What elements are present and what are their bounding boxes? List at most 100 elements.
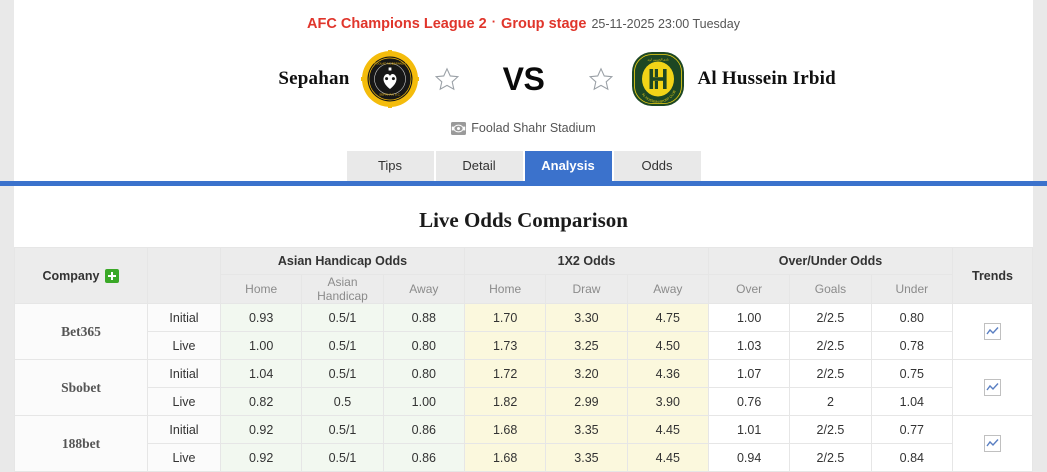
ah-handicap: 0.5/1	[301, 359, 384, 388]
x12-draw: 3.35	[545, 443, 628, 472]
line-chart-icon[interactable]	[984, 379, 1001, 396]
over-under-group-header: Over/Under Odds	[707, 247, 954, 275]
svg-text:FOOLAD MOBARAKEH: FOOLAD MOBARAKEH	[374, 62, 405, 66]
stadium-icon	[451, 121, 467, 135]
table-row: Live 0.92 0.5/1 0.86 1.68 3.35 4.45 0.94…	[15, 443, 1033, 472]
ah-home-subheader: Home	[219, 274, 303, 304]
add-company-plus-icon[interactable]	[105, 268, 120, 283]
tab-tips[interactable]: Tips	[346, 151, 434, 181]
match-datetime: 25-11-2025 23:00 Tuesday	[591, 17, 740, 31]
x12-away-subheader: Away	[626, 274, 709, 304]
home-team-name[interactable]: Sepahan	[278, 68, 350, 89]
company-header-label: Company	[42, 268, 100, 283]
x12-home: 1.72	[463, 359, 547, 388]
trends-cell[interactable]	[952, 359, 1033, 416]
table-row: Bet365 Initial 0.93 0.5/1 0.88 1.70 3.30…	[14, 303, 1033, 360]
x12-draw: 3.25	[545, 331, 628, 360]
ah-home: 0.92	[219, 415, 303, 444]
ou-under: 0.75	[870, 359, 954, 388]
ou-goals: 2	[789, 387, 872, 416]
ah-home: 1.04	[219, 359, 303, 388]
ah-home: 0.82	[219, 387, 303, 416]
company-name-sbobet[interactable]: Sbobet	[14, 359, 148, 416]
ou-over: 1.07	[707, 359, 791, 388]
header-row-groups: Company Asian Handicap Odds 1X2 Odds Ove…	[14, 247, 1033, 304]
x12-home: 1.68	[463, 415, 547, 444]
stadium-name: Foolad Shahr Stadium	[471, 121, 596, 135]
stadium-row: Foolad Shahr Stadium	[14, 118, 1033, 138]
trends-header: Trends	[952, 247, 1033, 304]
ou-goals: 2/2.5	[789, 303, 872, 332]
tab-detail[interactable]: Detail	[435, 151, 523, 181]
tab-underline	[0, 181, 1047, 186]
ah-handicap: 0.5/1	[301, 303, 384, 332]
odds-type: Live	[147, 443, 221, 472]
al-hussein-irbid-crest-icon: نادي الحسين اربد AL HUSSEIN SPORT CLUB	[629, 50, 687, 108]
ah-handicap: 0.5	[301, 387, 384, 416]
ou-goals-subheader: Goals	[789, 274, 872, 304]
x12-home: 1.82	[463, 387, 547, 416]
svg-text:نادي الحسين اربد: نادي الحسين اربد	[647, 57, 669, 61]
table-head: Company Asian Handicap Odds 1X2 Odds Ove…	[14, 247, 1033, 304]
1x2-group-header: 1X2 Odds	[463, 247, 709, 275]
ah-away: 0.80	[382, 331, 465, 360]
tabs-bar: Tips Detail Analysis Odds	[0, 151, 1047, 186]
table-row: 188bet Initial 0.92 0.5/1 0.86 1.68 3.35…	[14, 415, 1033, 472]
ou-over: 1.03	[707, 331, 791, 360]
company-name-bet365[interactable]: Bet365	[14, 303, 148, 360]
stage-name: Group stage	[501, 16, 587, 32]
company-header: Company	[14, 247, 148, 304]
ou-goals: 2/2.5	[789, 359, 872, 388]
line-chart-icon[interactable]	[984, 323, 1001, 340]
tab-analysis[interactable]: Analysis	[524, 151, 612, 181]
x12-away: 4.36	[626, 359, 709, 388]
ah-handicap: 0.5/1	[301, 443, 384, 472]
x12-draw: 3.20	[545, 359, 628, 388]
svg-text:SEPAHAN S.C.: SEPAHAN S.C.	[379, 92, 401, 96]
home-favorite-star-icon[interactable]	[434, 66, 460, 92]
company-name-188bet[interactable]: 188bet	[14, 415, 148, 472]
x12-home: 1.68	[463, 443, 547, 472]
odds-type: Initial	[147, 415, 221, 444]
league-separator: ·	[491, 14, 497, 29]
away-favorite-star-icon[interactable]	[588, 66, 614, 92]
x12-home-subheader: Home	[463, 274, 547, 304]
live-odds-table: Company Asian Handicap Odds 1X2 Odds Ove…	[14, 247, 1033, 472]
away-team-name[interactable]: Al Hussein Irbid	[697, 68, 836, 89]
ah-away: 1.00	[382, 387, 465, 416]
ah-home: 0.93	[219, 303, 303, 332]
ou-under-subheader: Under	[870, 274, 954, 304]
ou-over: 0.94	[707, 443, 791, 472]
x12-draw: 3.35	[545, 415, 628, 444]
asian-handicap-group-header: Asian Handicap Odds	[220, 247, 465, 275]
ah-away-subheader: Away	[382, 274, 465, 304]
odds-type: Initial	[147, 359, 221, 388]
ou-under: 0.78	[870, 331, 954, 360]
ou-under: 0.77	[870, 415, 954, 444]
x12-away: 4.75	[626, 303, 709, 332]
trends-cell[interactable]	[952, 303, 1033, 360]
line-chart-icon[interactable]	[984, 435, 1001, 452]
tab-odds[interactable]: Odds	[613, 151, 701, 181]
ou-goals: 2/2.5	[789, 415, 872, 444]
ou-under: 0.80	[870, 303, 954, 332]
ah-handicap-subheader: Asian Handicap	[301, 274, 384, 304]
ou-over: 1.01	[707, 415, 791, 444]
x12-away: 4.50	[626, 331, 709, 360]
odds-type: Initial	[147, 303, 221, 332]
ou-goals: 2/2.5	[789, 331, 872, 360]
league-name[interactable]: AFC Champions League 2	[307, 16, 487, 32]
table-row: Sbobet Initial 1.04 0.5/1 0.80 1.72 3.20…	[14, 359, 1033, 416]
x12-home: 1.70	[463, 303, 547, 332]
x12-draw: 3.30	[545, 303, 628, 332]
ah-handicap: 0.5/1	[301, 415, 384, 444]
ah-handicap: 0.5/1	[301, 331, 384, 360]
vs-label: VS	[502, 60, 545, 97]
sepahan-crest-icon: SEPAHAN S.C. FOOLAD MOBARAKEH	[360, 50, 419, 108]
trends-cell[interactable]	[952, 415, 1033, 472]
ou-under: 0.84	[870, 443, 954, 472]
away-team-block: نادي الحسين اربد AL HUSSEIN SPORT CLUB A…	[584, 50, 914, 108]
ah-home: 0.92	[219, 443, 303, 472]
